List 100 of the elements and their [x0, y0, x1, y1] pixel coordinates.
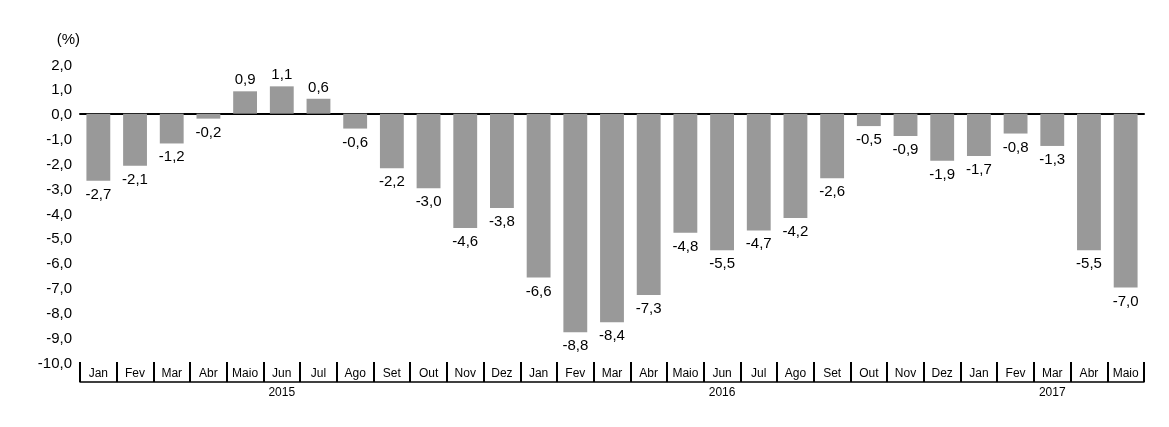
x-tick-label: Dez [931, 366, 953, 380]
data-label: -0,8 [1002, 137, 1029, 155]
text: 2015 [268, 385, 296, 399]
bar [490, 113, 514, 209]
data-label: -1,3 [1039, 149, 1066, 167]
data-label: -1,2 [158, 147, 185, 165]
data-label: -1,7 [965, 159, 992, 177]
data-label: -8,4 [599, 326, 625, 344]
bar [893, 113, 918, 137]
y-tick-label: -3,0 [46, 179, 72, 197]
bar [343, 113, 368, 129]
x-tick-label: Abr [1079, 366, 1099, 380]
data-label: -2,2 [378, 172, 405, 190]
data-label: -0,9 [892, 140, 919, 158]
x-tick-label: Out [418, 366, 439, 380]
bar [86, 113, 111, 181]
bar [746, 113, 771, 231]
y-tick-label: 2,0 [51, 55, 72, 73]
x-tick-label: Mar [601, 366, 623, 380]
x-tick-label: Jun [272, 366, 292, 380]
x-tick-label: Fev [565, 366, 586, 380]
bar [636, 113, 661, 295]
y-tick-label: -10,0 [37, 353, 72, 371]
bar [306, 98, 331, 114]
x-tick-label: Abr [639, 366, 659, 380]
bar [159, 113, 184, 144]
bar [1113, 113, 1138, 288]
bar [416, 113, 441, 189]
data-label: 1,1 [271, 65, 293, 83]
data-label: -4,7 [745, 234, 772, 252]
bar [196, 113, 221, 119]
bar [856, 113, 881, 127]
data-label: -0,6 [342, 132, 369, 150]
bar [269, 86, 294, 114]
data-label: 0,9 [234, 70, 256, 88]
bar [930, 113, 955, 161]
y-tick-label: -8,0 [46, 303, 72, 321]
y-tick-label: -2,0 [46, 154, 72, 172]
data-label: -8,8 [562, 336, 589, 354]
bar [710, 113, 734, 251]
data-label: -1,9 [929, 164, 956, 182]
bar [600, 113, 624, 323]
data-label: -6,6 [525, 281, 552, 299]
bar [673, 113, 698, 233]
data-label: -0,5 [855, 130, 882, 148]
x-tick-label: Jul [310, 366, 327, 380]
bar [1077, 113, 1101, 251]
x-tick-label: Maio [672, 366, 699, 380]
bar [783, 113, 808, 218]
y-tick-label: -7,0 [46, 279, 72, 296]
data-label: -0,2 [195, 122, 222, 140]
x-tick-label: Nov [454, 366, 476, 380]
bar [526, 113, 551, 278]
x-tick-label: Mar [161, 366, 183, 380]
y-tick-label: -1,0 [46, 130, 72, 147]
x-tick-label: Out [859, 366, 880, 380]
data-label: -7,3 [635, 298, 662, 316]
x-tick-label: Jul [751, 366, 767, 380]
data-label: -7,0 [1112, 291, 1139, 309]
data-label: 0,6 [308, 77, 329, 95]
y-tick-label: 0,0 [51, 105, 72, 123]
bar [123, 113, 147, 166]
bar [1003, 113, 1028, 134]
data-label: -4,6 [452, 231, 479, 249]
x-tick-label: Maio [232, 366, 259, 380]
y-tick-label: -6,0 [46, 254, 72, 272]
x-tick-label: Set [823, 366, 842, 380]
y-tick-label: -5,0 [46, 229, 72, 247]
x-tick-label: Jan [969, 366, 989, 380]
x-tick-label: Fev [1005, 366, 1026, 380]
x-tick-label: Dez [491, 366, 513, 380]
bar [966, 113, 991, 156]
x-tick-label: Maio [1112, 366, 1139, 380]
bar [1040, 113, 1065, 146]
x-tick-label: Abr [199, 366, 218, 380]
bar [379, 113, 404, 169]
data-label: -2,1 [122, 169, 148, 187]
x-tick-label: Nov [894, 366, 917, 380]
data-label: -3,8 [489, 212, 515, 230]
y-tick-label: -9,0 [46, 328, 72, 346]
x-tick-label: Set [382, 366, 402, 380]
x-tick-label: Jun [712, 366, 732, 380]
data-label: -5,5 [709, 254, 735, 272]
bar [563, 113, 588, 333]
data-label: -4,2 [782, 221, 809, 239]
bar [233, 91, 258, 114]
x-tick-label: Ago [344, 366, 367, 380]
x-tick-label: Ago [784, 366, 807, 380]
data-label: -4,8 [672, 236, 699, 254]
x-tick-label: Mar [1041, 366, 1063, 380]
bar [820, 113, 845, 179]
y-tick-label: 1,0 [51, 80, 72, 98]
data-label: -5,5 [1076, 254, 1102, 272]
bar [453, 113, 478, 228]
text: 2017 [1038, 385, 1066, 399]
x-tick-label: Fev [125, 366, 146, 380]
y-tick-label: -4,0 [46, 204, 72, 222]
y-axis-title: (%) [56, 30, 80, 47]
x-tick-label: Jan [88, 366, 109, 380]
x-tick-label: Jan [528, 366, 549, 380]
